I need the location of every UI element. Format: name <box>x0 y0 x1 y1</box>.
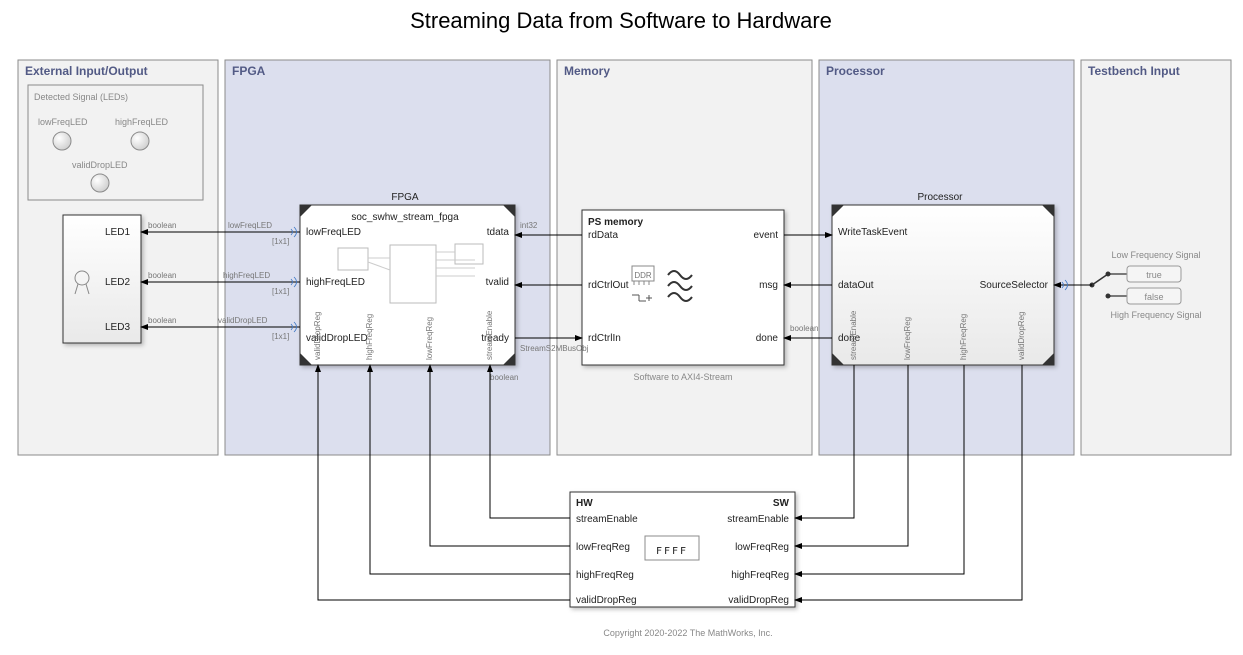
region-eio-label: External Input/Output <box>25 64 148 78</box>
region-testbench-label: Testbench Input <box>1088 64 1180 78</box>
mem-event: event <box>754 230 779 241</box>
boolean-streamenable: boolean <box>490 373 518 382</box>
fpga-block-caption: FPGA <box>391 192 419 203</box>
ffff-text: FFFF <box>656 546 688 557</box>
proc-b-streamenable: streamEnable <box>849 310 858 360</box>
fpga-b-validdrop: validDropReg <box>313 312 322 360</box>
fpga-mini3 <box>455 244 483 264</box>
led3-type: boolean <box>148 316 176 325</box>
fpga-b-lowfreq: lowFreqReg <box>425 317 434 360</box>
fpga-mini1 <box>338 248 368 270</box>
led-label-low: lowFreqLED <box>38 117 88 127</box>
fpga-sub-title: soc_swhw_stream_fpga <box>351 212 459 223</box>
region-fpga-label: FPGA <box>232 64 266 78</box>
proc-sourceselector: SourceSelector <box>980 280 1049 291</box>
tb-false-label: false <box>1144 292 1163 302</box>
led-drop-icon <box>91 174 109 192</box>
sw-streamenable: streamEnable <box>727 514 789 525</box>
hwsw-hw-label: HW <box>576 498 593 509</box>
led2-type: boolean <box>148 271 176 280</box>
hw-validdropreg: validDropReg <box>576 595 637 606</box>
fpga-mini2 <box>390 245 436 303</box>
fpga-port-tvalid: tvalid <box>486 277 509 288</box>
region-processor-label: Processor <box>826 64 885 78</box>
mem-done: done <box>756 333 779 344</box>
sig-done-bool: boolean <box>790 324 818 333</box>
svg-text:DDR: DDR <box>634 271 652 280</box>
memory-caption: Software to AXI4-Stream <box>633 372 732 382</box>
sig-lowfreqled: lowFreqLED <box>228 221 272 230</box>
mem-rdCtrlOut: rdCtrlOut <box>588 280 629 291</box>
sw-highfreqreg: highFreqReg <box>731 570 789 581</box>
dim-validdrop: [1x1] <box>272 332 289 341</box>
sw-lowfreqreg: lowFreqReg <box>735 542 789 553</box>
hwsw-sw-label: SW <box>773 498 790 509</box>
mem-rdCtrlIn: rdCtrlIn <box>588 333 621 344</box>
proc-b-highfreqreg: highFreqReg <box>959 314 968 360</box>
led1-port: LED1 <box>105 227 130 238</box>
led1-type: boolean <box>148 221 176 230</box>
region-memory-label: Memory <box>564 64 610 78</box>
hw-highfreqreg: highFreqReg <box>576 570 634 581</box>
proc-writetask: WriteTaskEvent <box>838 227 908 238</box>
processor-caption: Processor <box>917 192 963 203</box>
fpga-b-highfreq: highFreqReg <box>365 314 374 360</box>
tb-low-label: Low Frequency Signal <box>1111 250 1200 260</box>
tb-true-label: true <box>1146 270 1162 280</box>
hw-streamenable: streamEnable <box>576 514 638 525</box>
sw-validdropreg: validDropReg <box>728 595 789 606</box>
led3-port: LED3 <box>105 322 130 333</box>
dim-highfreq: [1x1] <box>272 287 289 296</box>
sig-validdropled: validDropLED <box>218 316 268 325</box>
sig-int32: int32 <box>520 221 538 230</box>
fpga-port-highfreqled: highFreqLED <box>306 277 365 288</box>
led2-port: LED2 <box>105 277 130 288</box>
memory-title: PS memory <box>588 217 643 228</box>
proc-b-lowfreqreg: lowFreqReg <box>903 317 912 360</box>
detected-signal-title: Detected Signal (LEDs) <box>34 92 128 102</box>
fpga-b-streamenable: streamEnable <box>485 310 494 360</box>
fpga-port-lowfreqled: lowFreqLED <box>306 227 361 238</box>
sig-busobj: StreamS2MBusObj <box>520 344 589 353</box>
led-label-high: highFreqLED <box>115 117 169 127</box>
tb-high-label: High Frequency Signal <box>1110 310 1201 320</box>
led-label-drop: validDropLED <box>72 160 128 170</box>
sig-highfreqled: highFreqLED <box>223 271 270 280</box>
dim-lowfreq: [1x1] <box>272 237 289 246</box>
mem-msg: msg <box>759 280 778 291</box>
proc-dataout: dataOut <box>838 280 874 291</box>
led-low-icon <box>53 132 71 150</box>
proc-b-validdropreg: validDropReg <box>1017 312 1026 360</box>
hw-lowfreqreg: lowFreqReg <box>576 542 630 553</box>
page-title: Streaming Data from Software to Hardware <box>410 8 832 33</box>
led-high-icon <box>131 132 149 150</box>
fpga-port-tdata: tdata <box>487 227 510 238</box>
copyright: Copyright 2020-2022 The MathWorks, Inc. <box>603 628 772 638</box>
mem-rdData: rdData <box>588 230 618 241</box>
